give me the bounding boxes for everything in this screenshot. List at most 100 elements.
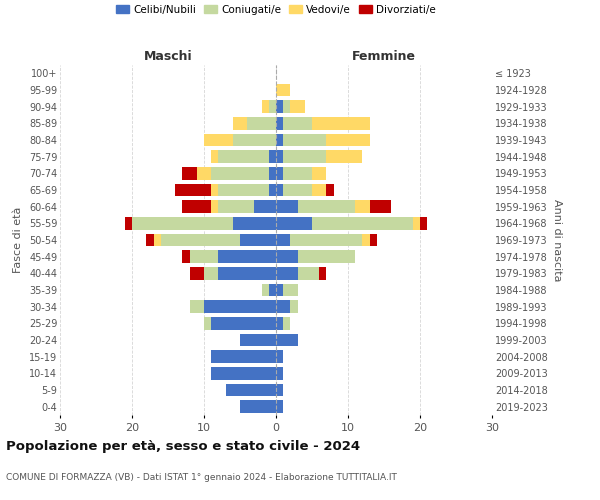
Bar (218, 267, 276, 280)
Bar (413, 217, 420, 230)
Bar (211, 184, 218, 196)
Bar (276, 250, 298, 263)
Bar (204, 267, 218, 280)
Bar (276, 217, 312, 230)
Bar (154, 234, 161, 246)
Bar (283, 284, 298, 296)
Bar (204, 317, 211, 330)
Bar (226, 384, 276, 396)
Bar (276, 367, 283, 380)
Bar (233, 117, 247, 130)
Bar (211, 350, 276, 363)
Legend: Celibi/Nubili, Coniugati/e, Vedovi/e, Divorziati/e: Celibi/Nubili, Coniugati/e, Vedovi/e, Di… (113, 2, 439, 18)
Bar (290, 300, 298, 313)
Bar (211, 200, 218, 213)
Bar (182, 250, 190, 263)
Bar (276, 100, 283, 113)
Bar (182, 167, 197, 179)
Bar (283, 150, 326, 163)
Bar (312, 184, 326, 196)
Text: Femmine: Femmine (352, 50, 416, 62)
Bar (355, 200, 370, 213)
Bar (276, 234, 290, 246)
Bar (218, 150, 269, 163)
Bar (283, 317, 290, 330)
Bar (298, 250, 355, 263)
Bar (276, 300, 290, 313)
Bar (276, 334, 298, 346)
Bar (211, 150, 218, 163)
Bar (312, 217, 413, 230)
Bar (276, 350, 283, 363)
Bar (175, 184, 211, 196)
Bar (283, 134, 326, 146)
Y-axis label: Fasce di età: Fasce di età (13, 207, 23, 273)
Bar (276, 184, 283, 196)
Bar (262, 284, 269, 296)
Bar (283, 167, 312, 179)
Bar (276, 167, 283, 179)
Bar (290, 234, 362, 246)
Bar (276, 317, 283, 330)
Bar (312, 117, 370, 130)
Bar (319, 267, 326, 280)
Bar (262, 100, 269, 113)
Bar (161, 234, 240, 246)
Bar (218, 250, 276, 263)
Bar (218, 200, 254, 213)
Bar (132, 217, 233, 230)
Bar (269, 167, 276, 179)
Bar (269, 284, 276, 296)
Bar (190, 300, 204, 313)
Bar (254, 200, 276, 213)
Bar (298, 200, 355, 213)
Bar (312, 167, 326, 179)
Bar (247, 117, 276, 130)
Bar (204, 134, 233, 146)
Bar (204, 300, 276, 313)
Bar (326, 150, 362, 163)
Bar (269, 184, 276, 196)
Bar (276, 84, 290, 96)
Bar (146, 234, 154, 246)
Bar (276, 267, 298, 280)
Bar (420, 217, 427, 230)
Bar (240, 400, 276, 413)
Bar (125, 217, 132, 230)
Bar (283, 184, 312, 196)
Bar (211, 317, 276, 330)
Bar (240, 334, 276, 346)
Bar (211, 167, 269, 179)
Y-axis label: Anni di nascita: Anni di nascita (551, 198, 562, 281)
Bar (218, 184, 269, 196)
Bar (269, 100, 276, 113)
Bar (283, 117, 312, 130)
Bar (197, 167, 211, 179)
Bar (233, 134, 276, 146)
Bar (233, 217, 276, 230)
Bar (276, 400, 283, 413)
Bar (326, 184, 334, 196)
Bar (283, 100, 290, 113)
Bar (298, 267, 319, 280)
Bar (269, 150, 276, 163)
Bar (370, 234, 377, 246)
Bar (276, 384, 283, 396)
Bar (276, 284, 283, 296)
Text: Popolazione per età, sesso e stato civile - 2024: Popolazione per età, sesso e stato civil… (6, 440, 360, 453)
Bar (190, 250, 218, 263)
Bar (276, 150, 283, 163)
Bar (240, 234, 276, 246)
Bar (276, 134, 283, 146)
Text: Maschi: Maschi (143, 50, 193, 62)
Bar (290, 100, 305, 113)
Bar (190, 267, 204, 280)
Bar (182, 200, 211, 213)
Bar (362, 234, 370, 246)
Bar (326, 134, 370, 146)
Text: COMUNE DI FORMAZZA (VB) - Dati ISTAT 1° gennaio 2024 - Elaborazione TUTTITALIA.I: COMUNE DI FORMAZZA (VB) - Dati ISTAT 1° … (6, 473, 397, 482)
Bar (370, 200, 391, 213)
Bar (211, 367, 276, 380)
Bar (276, 117, 283, 130)
Bar (276, 200, 298, 213)
